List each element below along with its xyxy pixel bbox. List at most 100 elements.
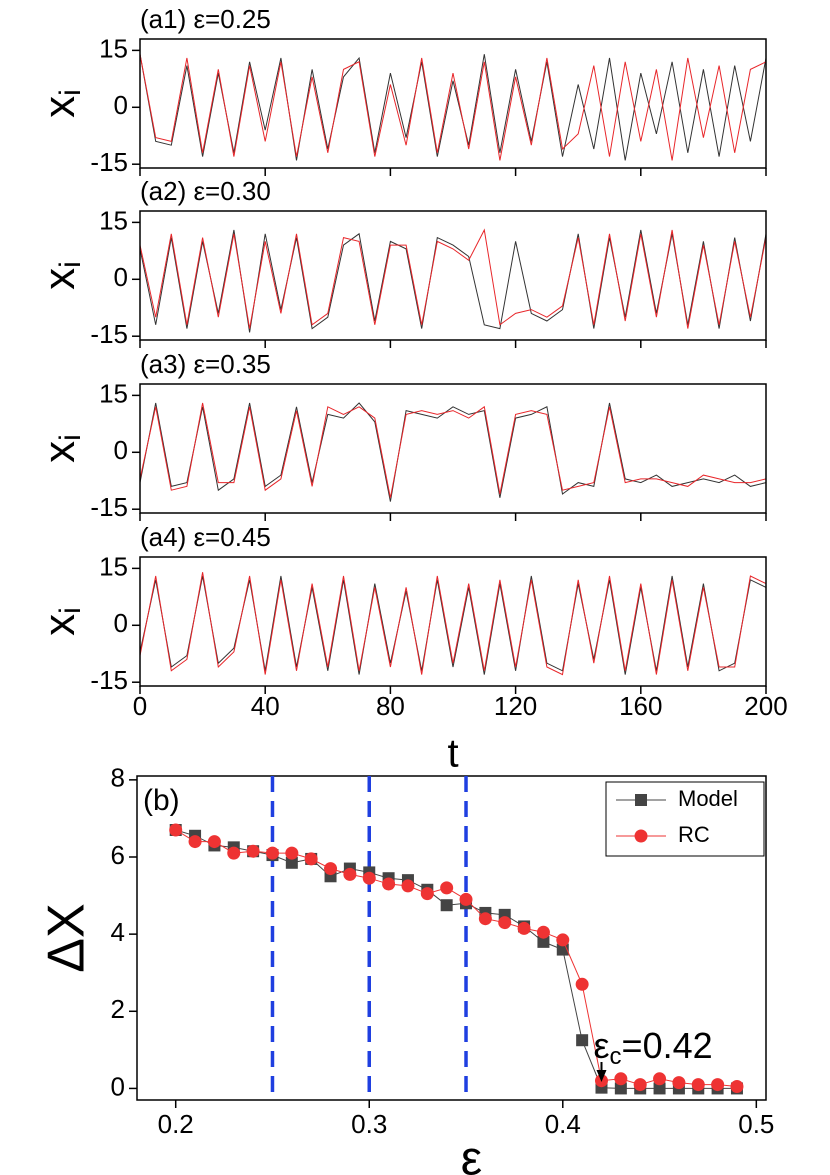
marker xyxy=(265,846,279,860)
plot-frame xyxy=(139,383,767,514)
y-axis-label-main: x xyxy=(35,96,84,118)
y-axis-label: xi xyxy=(35,607,87,636)
x-tick-label: 200 xyxy=(744,691,787,721)
x-tick-label: 160 xyxy=(619,691,662,721)
annotation-arrowhead xyxy=(596,1070,607,1082)
marker xyxy=(537,935,550,948)
marker xyxy=(420,887,434,901)
y-tick-label: 15 xyxy=(99,33,128,63)
y-axis-label-main: x xyxy=(35,614,84,636)
y-tick-label: 0 xyxy=(114,608,128,638)
series-line xyxy=(140,54,766,161)
marker xyxy=(633,1078,647,1092)
x-tick-label: 0.2 xyxy=(158,1109,194,1139)
y-tick-label: 6 xyxy=(111,840,125,870)
marker xyxy=(536,925,550,939)
marker xyxy=(207,835,221,849)
x-axis-label: t xyxy=(447,732,458,776)
y-axis-label-main: x xyxy=(35,268,84,290)
marker xyxy=(614,1072,628,1086)
marker xyxy=(285,846,299,860)
marker xyxy=(285,856,298,869)
y-tick-label: 15 xyxy=(99,205,128,235)
marker xyxy=(246,844,260,858)
panel-title: (a1) ε=0.25 xyxy=(140,4,271,34)
panel-title: (a3) ε=0.35 xyxy=(140,349,271,379)
x-tick-label: 120 xyxy=(494,691,537,721)
y-tick-label: 15 xyxy=(99,551,128,581)
marker xyxy=(478,912,492,926)
marker xyxy=(498,916,512,930)
panel-title: (a2) ε=0.30 xyxy=(140,176,271,206)
marker xyxy=(672,1076,686,1090)
marker xyxy=(711,1078,725,1092)
legend-marker xyxy=(634,829,648,843)
marker xyxy=(691,1078,705,1092)
y-tick-label: 0 xyxy=(111,1071,125,1101)
y-axis-label-sub: i xyxy=(54,261,87,268)
marker xyxy=(575,977,589,991)
annotation-main: ε xyxy=(593,1025,609,1066)
marker xyxy=(169,823,183,837)
marker xyxy=(576,1034,589,1047)
marker xyxy=(459,892,473,906)
y-axis-label: xi xyxy=(35,89,87,118)
x-tick-label: 0 xyxy=(133,691,147,721)
y-axis-label: ΔX xyxy=(38,903,96,972)
series-line xyxy=(140,54,766,161)
x-axis-label: ε xyxy=(461,1133,482,1175)
marker xyxy=(304,852,318,866)
marker xyxy=(188,835,202,849)
y-tick-label: 8 xyxy=(111,763,125,793)
legend-label: RC xyxy=(678,822,710,847)
annotation: εc=0.42 xyxy=(593,1025,712,1071)
series-line xyxy=(140,228,766,329)
plot-frame xyxy=(139,556,767,687)
legend-marker xyxy=(635,794,647,806)
x-tick-label: 0.4 xyxy=(545,1109,581,1139)
y-tick-label: 15 xyxy=(99,378,128,408)
y-axis-label: xi xyxy=(35,434,87,463)
marker xyxy=(614,1082,627,1095)
x-tick-label: 40 xyxy=(251,691,280,721)
marker xyxy=(517,921,531,935)
y-axis-label: xi xyxy=(35,261,87,290)
y-tick-label: -15 xyxy=(90,492,128,522)
legend-box xyxy=(605,781,765,857)
plot-frame xyxy=(136,775,767,1101)
marker xyxy=(556,933,570,947)
marker xyxy=(343,867,357,881)
panel-title: (b) xyxy=(143,784,180,817)
y-axis-label-sub: i xyxy=(54,607,87,614)
marker xyxy=(440,899,453,912)
x-tick-label: 80 xyxy=(376,691,405,721)
y-tick-label: -15 xyxy=(90,147,128,177)
legend-label: Model xyxy=(678,786,738,811)
plot-frame xyxy=(139,210,767,341)
marker xyxy=(227,846,241,860)
y-tick-label: 0 xyxy=(114,435,128,465)
series-line xyxy=(140,229,766,333)
y-tick-label: -15 xyxy=(90,319,128,349)
marker xyxy=(324,862,338,876)
plot-frame xyxy=(139,38,767,169)
panel-title: (a4) ε=0.45 xyxy=(140,522,271,552)
y-tick-label: 0 xyxy=(114,262,128,292)
y-tick-label: 4 xyxy=(111,917,125,947)
y-tick-label: 0 xyxy=(114,90,128,120)
series-line xyxy=(140,575,766,675)
marker xyxy=(440,881,454,895)
x-tick-label: 0.5 xyxy=(738,1109,774,1139)
y-tick-label: 2 xyxy=(111,994,125,1024)
series-line xyxy=(140,402,766,498)
y-axis-label-sub: i xyxy=(54,89,87,96)
y-axis-label-sub: i xyxy=(54,434,87,441)
y-tick-label: -15 xyxy=(90,665,128,695)
marker xyxy=(382,877,396,891)
x-tick-label: 0.3 xyxy=(351,1109,387,1139)
series-line xyxy=(140,402,766,502)
series-line xyxy=(140,572,766,676)
annotation-sub: c xyxy=(610,1043,622,1070)
